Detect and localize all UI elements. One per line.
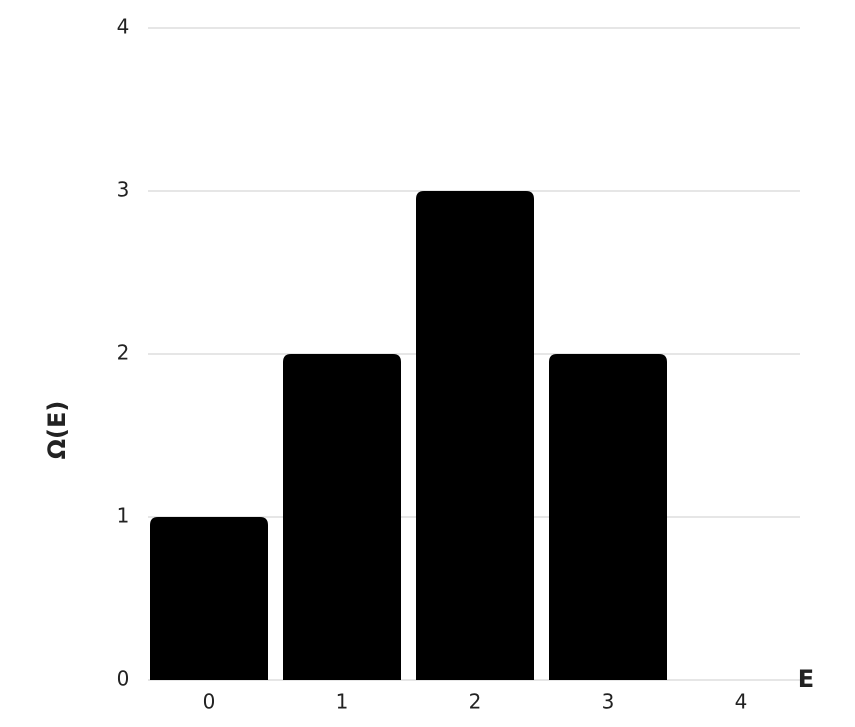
x-tick-label: 0: [203, 690, 216, 714]
bar: [283, 354, 401, 680]
y-tick-label: 1: [117, 504, 130, 528]
y-tick-label: 3: [117, 178, 130, 202]
y-tick-label: 2: [117, 341, 130, 365]
bar: [549, 354, 667, 680]
x-axis-label: E: [798, 665, 814, 693]
x-tick-label: 2: [469, 690, 482, 714]
bar: [150, 517, 268, 680]
y-tick-label: 0: [117, 667, 130, 691]
y-axis-label: Ω(E): [43, 401, 71, 460]
bar: [416, 191, 534, 680]
x-tick-label: 3: [602, 690, 615, 714]
x-tick-label: 4: [735, 690, 748, 714]
x-tick-label: 1: [336, 690, 349, 714]
y-tick-label: 4: [117, 15, 130, 39]
